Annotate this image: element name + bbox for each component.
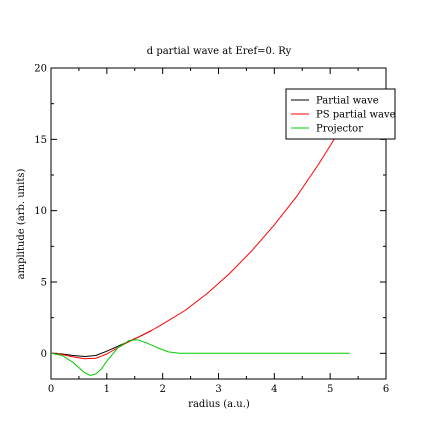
- chart-title: d partial wave at Eref=0. Ry: [147, 46, 292, 57]
- series-lines: [50, 109, 353, 376]
- x-tick-label: 2: [159, 384, 165, 395]
- legend: Partial wave PS partial wave Projector: [285, 88, 396, 140]
- y-tick-label: 15: [34, 135, 47, 146]
- legend-label-projector: Projector: [316, 124, 363, 135]
- y-tick-label: 10: [34, 206, 47, 217]
- x-tick-label: 4: [271, 384, 277, 395]
- x-tick-label: 0: [48, 384, 54, 395]
- series-line-ps-partial-wave: [50, 109, 353, 360]
- y-axis-label: amplitude (arb. units): [16, 169, 27, 280]
- y-tick-label: 0: [41, 349, 47, 360]
- legend-label-ps-partial-wave: PS partial wave: [316, 110, 396, 121]
- y-tick-label: 20: [34, 64, 47, 75]
- y-tick-label: 5: [41, 277, 47, 288]
- x-axis-ticks: 0 1 2 3 4 5 6: [48, 68, 389, 395]
- legend-label-partial-wave: Partial wave: [316, 96, 379, 107]
- x-tick-label: 6: [383, 384, 389, 395]
- x-tick-label: 1: [104, 384, 110, 395]
- x-tick-label: 5: [327, 384, 333, 395]
- series-line-partial-wave: [50, 330, 152, 357]
- series-line-projector: [50, 339, 350, 376]
- x-tick-label: 3: [215, 384, 221, 395]
- x-axis-label: radius (a.u.): [188, 399, 250, 410]
